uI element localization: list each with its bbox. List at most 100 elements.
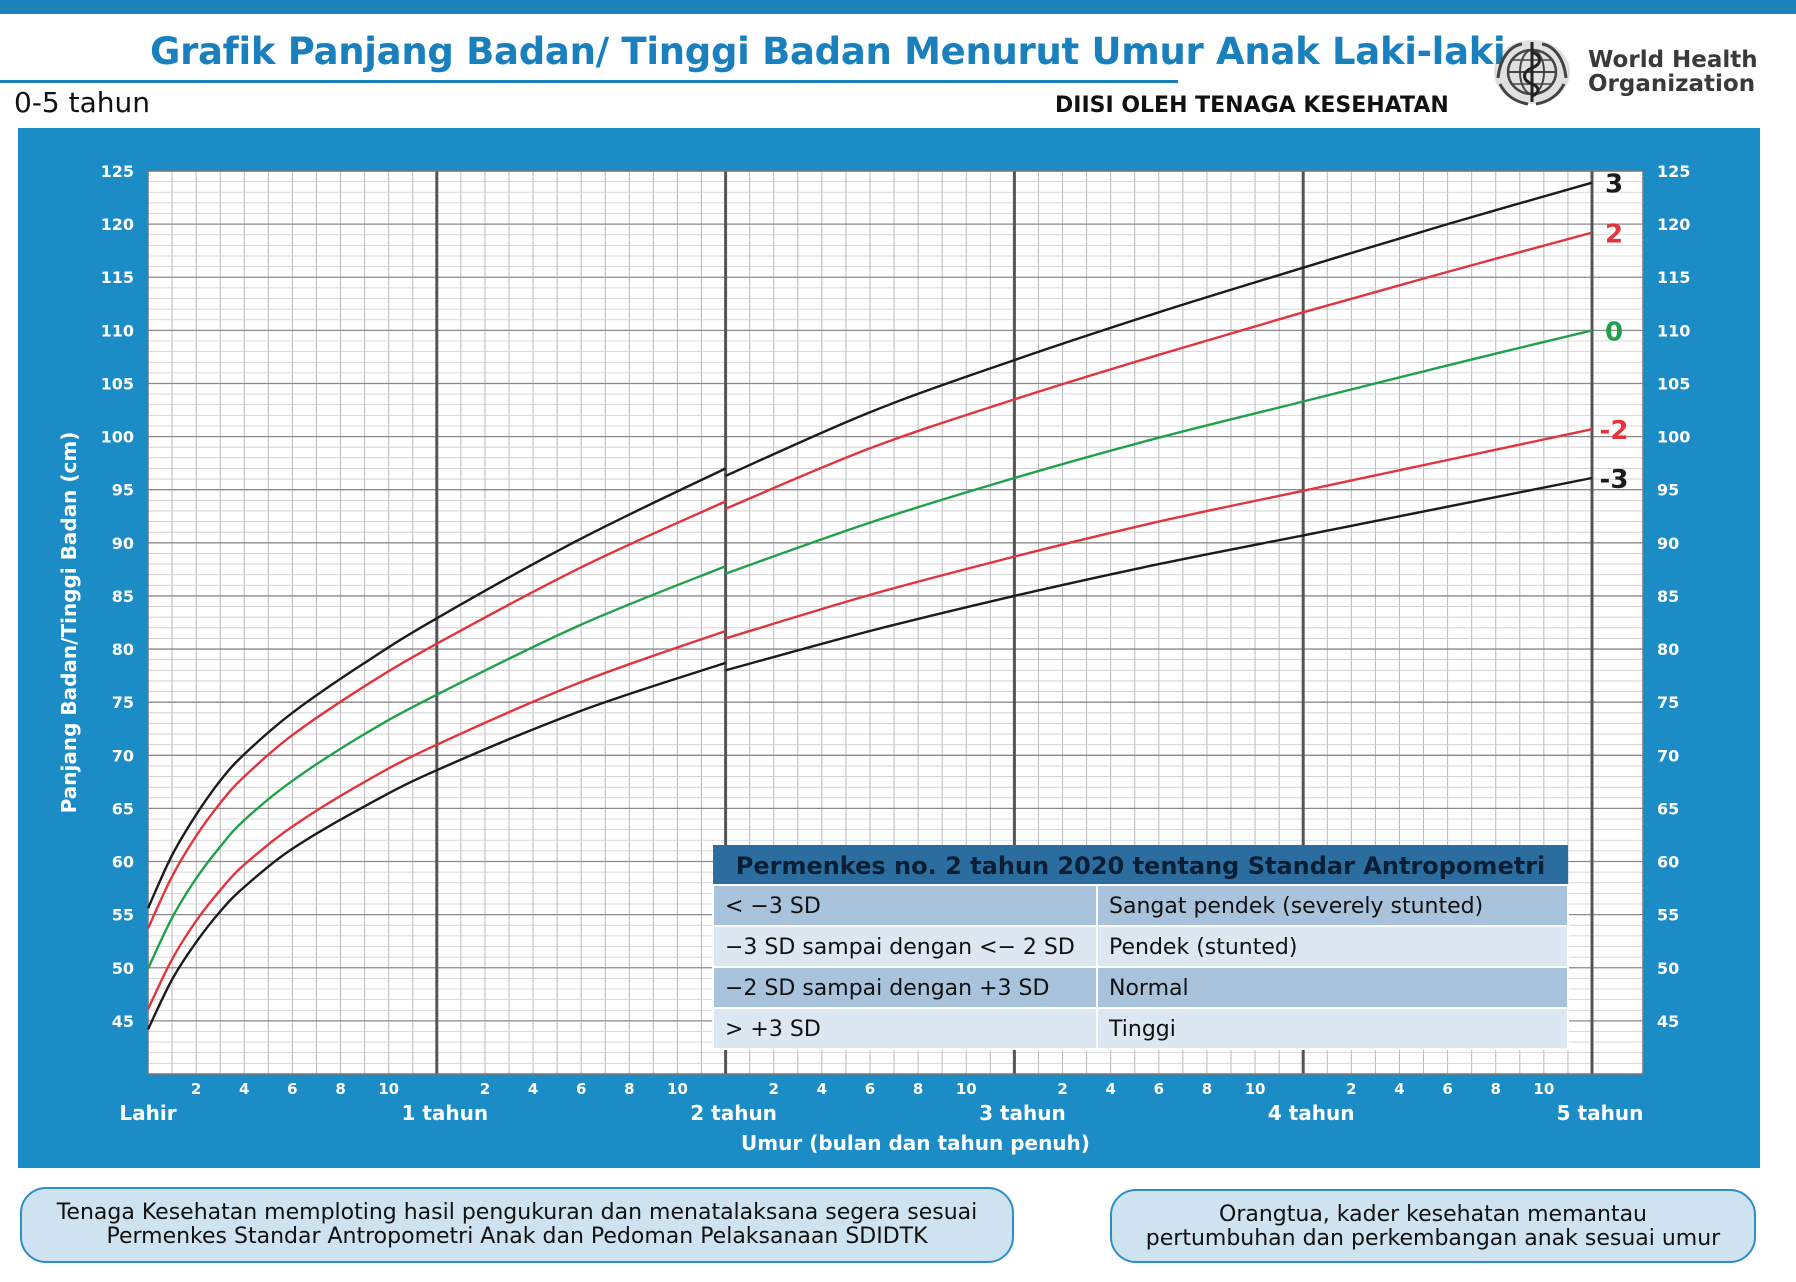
x-month-tick-label: 4 xyxy=(239,1080,249,1098)
series-label: 3 xyxy=(1605,170,1623,200)
x-month-tick-label: 2 xyxy=(1057,1080,1067,1098)
series-line-length xyxy=(146,565,727,970)
x-month-tick-label: 4 xyxy=(1105,1080,1115,1098)
table-cell-status: Normal xyxy=(1109,976,1189,1001)
x-year-label: 3 tahun xyxy=(979,1101,1066,1125)
x-month-tick-label: 2 xyxy=(191,1080,201,1098)
series-line-length xyxy=(146,661,726,1030)
series-line-height xyxy=(725,231,1593,510)
x-month-tick-label: 10 xyxy=(1245,1080,1266,1098)
series-line-height xyxy=(725,428,1593,640)
y-tick-label-left: 50 xyxy=(112,959,134,978)
y-tick-label-right: 80 xyxy=(1657,640,1679,659)
y-tick-label-right: 65 xyxy=(1657,799,1679,818)
y-tick-label-left: 100 xyxy=(101,428,134,447)
table-cell-range: −2 SD sampai dengan +3 SD xyxy=(725,976,1049,1001)
table-row xyxy=(712,925,1569,968)
y-tick-label-right: 95 xyxy=(1657,481,1679,500)
y-tick-label-left: 90 xyxy=(112,534,134,553)
x-month-tick-label: 8 xyxy=(1491,1080,1501,1098)
x-month-tick-label: 4 xyxy=(817,1080,827,1098)
x-year-label: 1 tahun xyxy=(401,1101,488,1125)
table-cell-status: Tinggi xyxy=(1108,1017,1176,1042)
table-row xyxy=(712,1007,1569,1050)
chart-panel: 45 45 50 50 55 55 60 60 65 65 70 70 75 75 80 80 85 85 90 90… xyxy=(18,128,1760,1168)
x-month-tick-label: 10 xyxy=(378,1080,399,1098)
y-tick-label-left: 65 xyxy=(112,799,134,818)
series-line-length xyxy=(146,629,726,1010)
table-header xyxy=(713,845,1568,885)
y-tick-label-left: 95 xyxy=(112,481,134,500)
series-line-height xyxy=(725,329,1593,575)
y-tick-label-right: 85 xyxy=(1657,587,1679,606)
x-month-tick-label: 6 xyxy=(287,1080,297,1098)
x-month-tick-label: 2 xyxy=(769,1080,779,1098)
y-tick-label-right: 70 xyxy=(1657,746,1679,765)
health-worker-note: Tenaga Kesehatan memploting hasil penguk… xyxy=(20,1187,1014,1263)
who-name: World Health Organization xyxy=(1588,48,1758,96)
y-tick-label-left: 80 xyxy=(112,640,134,659)
series-line-length xyxy=(146,500,727,930)
y-tick-label-left: 115 xyxy=(101,268,134,287)
x-month-tick-label: 2 xyxy=(480,1080,490,1098)
y-tick-label-right: 60 xyxy=(1657,853,1679,872)
y-tick-label-left: 110 xyxy=(101,321,134,340)
y-tick-label-right: 50 xyxy=(1657,959,1679,978)
top-accent-bar xyxy=(0,0,1796,14)
x-month-tick-label: 8 xyxy=(624,1080,634,1098)
age-range-subtitle: 0-5 tahun xyxy=(14,86,151,119)
y-tick-label-left: 105 xyxy=(101,374,134,393)
table-cell-range: > +3 SD xyxy=(725,1017,821,1042)
series-line-length xyxy=(146,467,727,909)
y-tick-label-left: 55 xyxy=(112,906,134,925)
series-label: -3 xyxy=(1600,465,1629,495)
y-tick-label-left: 120 xyxy=(101,215,134,234)
y-tick-label-left: 75 xyxy=(112,693,134,712)
table-cell-range: −3 SD sampai dengan <− 2 SD xyxy=(725,935,1075,960)
x-month-tick-label: 8 xyxy=(913,1080,923,1098)
y-tick-label-right: 110 xyxy=(1657,321,1690,340)
table-cell-range: < −3 SD xyxy=(725,894,821,919)
x-month-tick-label: 4 xyxy=(1394,1080,1404,1098)
x-year-label: 4 tahun xyxy=(1268,1101,1355,1125)
series-label: 0 xyxy=(1605,317,1623,347)
x-month-tick-label: 4 xyxy=(528,1080,538,1098)
y-tick-label-left: 45 xyxy=(112,1012,134,1031)
who-name-line1: World Health xyxy=(1588,47,1758,73)
parent-note-line2: pertumbuhan dan perkembangan anak sesuai… xyxy=(1145,1226,1721,1251)
who-name-line2: Organization xyxy=(1588,71,1756,97)
y-tick-label-right: 120 xyxy=(1657,215,1690,234)
y-tick-label-right: 55 xyxy=(1657,906,1679,925)
x-month-tick-label: 6 xyxy=(576,1080,586,1098)
series-label: -2 xyxy=(1600,416,1629,446)
plot-frame xyxy=(147,170,1644,1075)
x-month-tick-label: 8 xyxy=(1202,1080,1212,1098)
series-line-height xyxy=(725,476,1593,672)
x-axis-title: Umur (bulan dan tahun penuh) xyxy=(741,1131,1090,1155)
x-month-tick-label: 6 xyxy=(1154,1080,1164,1098)
table-cell-status: Sangat pendek (severely stunted) xyxy=(1109,894,1483,919)
table-title: Permenkes no. 2 tahun 2020 tentang Stand… xyxy=(736,852,1546,880)
series-line-height xyxy=(725,181,1593,477)
x-month-tick-label: 10 xyxy=(667,1080,688,1098)
y-tick-label-right: 125 xyxy=(1657,162,1690,181)
y-tick-label-right: 75 xyxy=(1657,693,1679,712)
x-year-label: Lahir xyxy=(119,1101,176,1125)
page-title: Grafik Panjang Badan/ Tinggi Badan Menur… xyxy=(150,30,1506,73)
parent-note: Orangtua, kader kesehatan memantau pertu… xyxy=(1110,1189,1756,1263)
who-emblem-icon xyxy=(1494,40,1570,106)
health-worker-note-line1: Tenaga Kesehatan memploting hasil penguk… xyxy=(56,1200,978,1225)
x-year-label: 2 tahun xyxy=(690,1101,777,1125)
filled-by-note: DIISI OLEH TENAGA KESEHATAN xyxy=(1055,93,1449,118)
y-tick-label-left: 125 xyxy=(101,162,134,181)
x-year-label: 5 tahun xyxy=(1557,1101,1644,1125)
table-row xyxy=(712,884,1569,927)
series-label: 2 xyxy=(1605,220,1623,250)
x-month-tick-label: 6 xyxy=(1442,1080,1452,1098)
x-month-tick-label: 10 xyxy=(1533,1080,1554,1098)
y-tick-label-right: 45 xyxy=(1657,1012,1679,1031)
y-tick-label-left: 85 xyxy=(112,587,134,606)
x-month-tick-label: 2 xyxy=(1346,1080,1356,1098)
x-month-tick-label: 10 xyxy=(956,1080,977,1098)
